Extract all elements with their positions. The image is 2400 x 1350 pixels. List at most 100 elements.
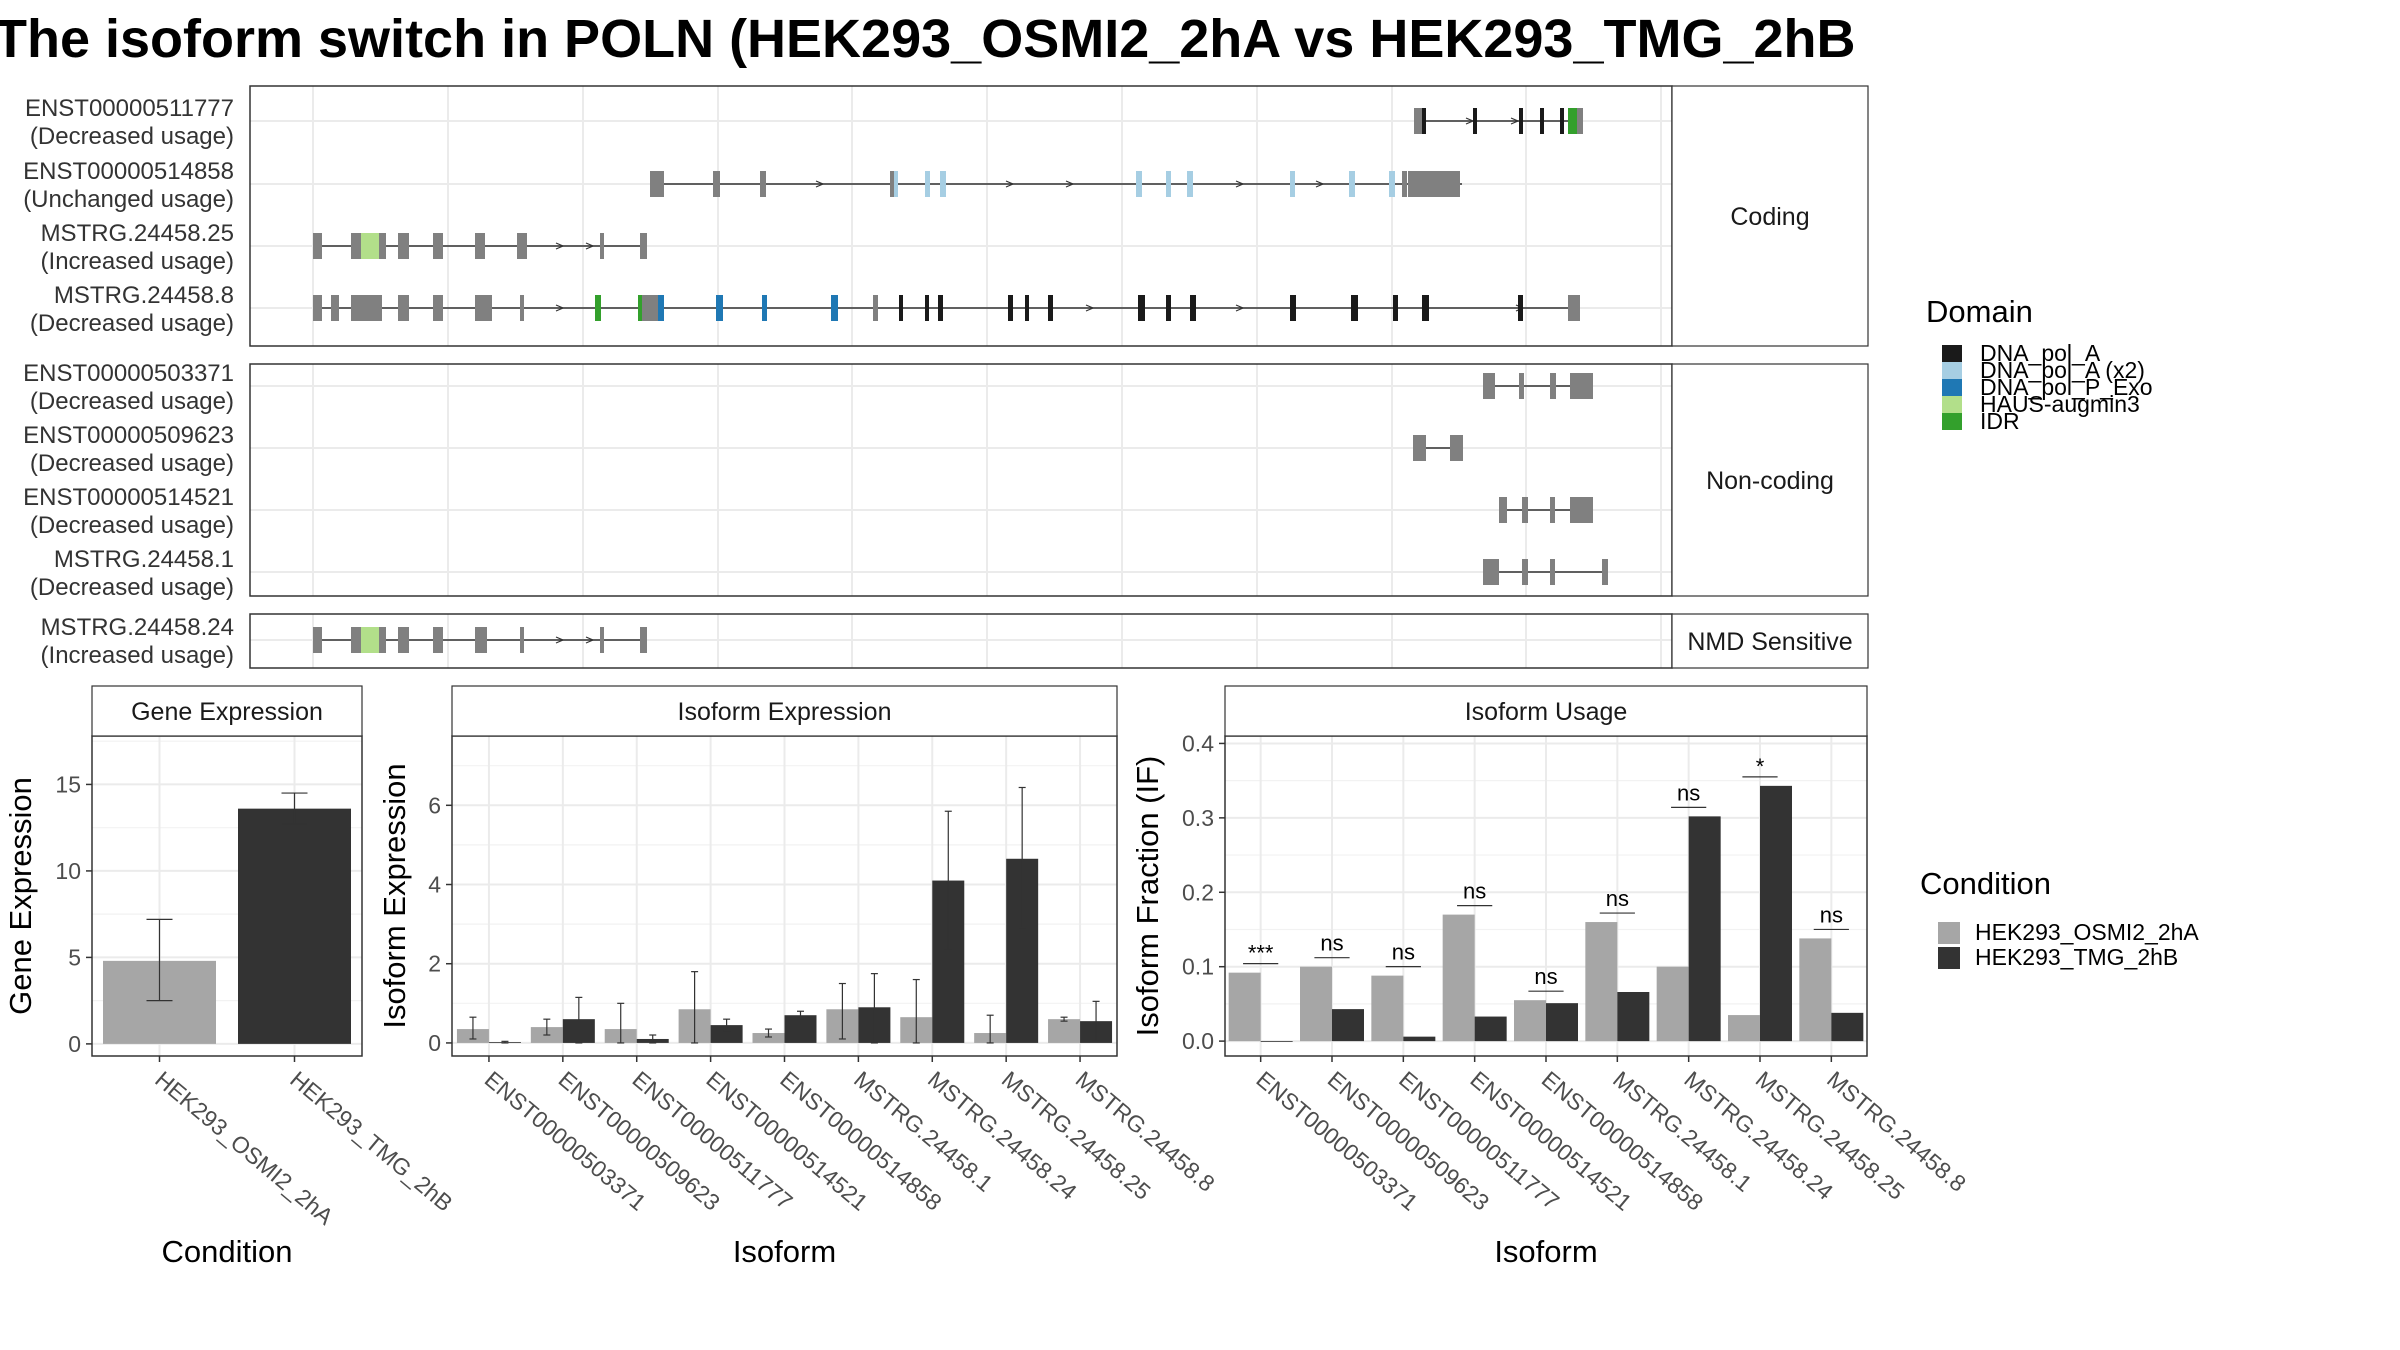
transcript-name: MSTRG.24458.24 xyxy=(41,614,234,641)
exon xyxy=(351,233,361,259)
legend-key-condition xyxy=(1938,947,1960,969)
x-axis-title: Isoform xyxy=(733,1234,836,1269)
transcript-usage-status: (Increased usage) xyxy=(41,248,234,275)
legend-label-domain: HAUS-augmin3 xyxy=(1980,391,2140,417)
transcript-track: MSTRG.24458.1(Decreased usage) xyxy=(30,546,1608,601)
domain-exon-dna-pol-a-x2- xyxy=(1389,171,1395,197)
transcript-track: MSTRG.24458.8(Decreased usage) xyxy=(30,282,1580,337)
exon xyxy=(1570,373,1593,399)
significance-label: ns xyxy=(1463,879,1486,904)
y-tick-label: 0.2 xyxy=(1182,879,1214,905)
y-axis-title: Gene Expression xyxy=(3,777,38,1015)
bar xyxy=(1799,938,1832,1042)
facet-strip xyxy=(1671,363,1869,597)
facet-strip-label: NMD Sensitive xyxy=(1687,628,1852,656)
facet-strip xyxy=(1671,613,1869,669)
exon xyxy=(433,295,443,321)
panel-title: Isoform Expression xyxy=(678,698,892,726)
legend-key-domain xyxy=(1942,413,1962,430)
facet-strip xyxy=(1224,685,1868,737)
domain-exon-haus-augmin3 xyxy=(361,627,379,653)
domain-exon-dna-pol-a xyxy=(899,295,903,321)
domain-exon-idr xyxy=(1568,108,1577,134)
structure-group-nmd-sensitive: NMD Sensitive MSTRG.24458.24(Increased us… xyxy=(41,613,1869,669)
exon xyxy=(1450,435,1463,461)
exon xyxy=(331,295,339,321)
legend-key-domain xyxy=(1942,345,1962,362)
domain-exon-dna-pol-a-x2- xyxy=(1349,171,1355,197)
transcript-usage-status: (Decreased usage) xyxy=(30,388,234,415)
exon xyxy=(1408,171,1460,197)
strand-arrow xyxy=(585,242,595,250)
domain-legend-title: Domain xyxy=(1926,294,2033,329)
legend-key-domain xyxy=(1942,362,1962,379)
exon xyxy=(1522,497,1528,523)
legend-label-condition: HEK293_OSMI2_2hA xyxy=(1975,919,2199,945)
y-tick-label: 0 xyxy=(428,1030,441,1056)
exon xyxy=(1570,497,1593,523)
bar xyxy=(1260,1041,1293,1042)
domain-exon-haus-augmin3 xyxy=(361,233,379,259)
y-axis-title: Isoform Expression xyxy=(377,763,412,1028)
bar xyxy=(1371,975,1404,1042)
significance-label: ns xyxy=(1677,780,1700,805)
domain-exon-dna-pol-a xyxy=(1518,295,1523,321)
exon xyxy=(475,233,485,259)
transcript-usage-status: (Decreased usage) xyxy=(30,574,234,601)
legend-label-condition: HEK293_TMG_2hB xyxy=(1975,944,2178,970)
bar xyxy=(710,1025,743,1043)
exon xyxy=(760,171,766,197)
exon xyxy=(1402,171,1407,197)
bar xyxy=(1760,785,1792,1042)
facet-strip-label: Coding xyxy=(1730,203,1809,231)
strand-arrow xyxy=(555,242,565,250)
legend-label-domain: DNA_pol_A (x2) xyxy=(1980,357,2145,383)
y-axis-title: Isoform Fraction (IF) xyxy=(1130,756,1165,1037)
strand-arrow xyxy=(1005,180,1015,188)
domain-exon-dna-pol-a-x2- xyxy=(1290,171,1295,197)
exon xyxy=(433,233,443,259)
exon xyxy=(1519,373,1524,399)
exon xyxy=(1577,108,1583,134)
bar xyxy=(1332,1009,1364,1042)
exon xyxy=(1483,373,1495,399)
exon xyxy=(433,627,443,653)
transcript-usage-status: (Increased usage) xyxy=(41,642,234,669)
transcript-usage-status: (Unchanged usage) xyxy=(23,186,234,213)
y-tick-label: 0.4 xyxy=(1182,730,1214,756)
strand-arrow xyxy=(585,636,595,644)
transcript-name: ENST00000503371 xyxy=(23,360,234,387)
bar xyxy=(1403,1036,1436,1042)
transcript-track: MSTRG.24458.25(Increased usage) xyxy=(41,220,647,275)
domain-exon-dna-pol-a xyxy=(1540,108,1544,134)
figure-title: The isoform switch in POLN (HEK293_OSMI2… xyxy=(0,9,1856,69)
y-tick-label: 2 xyxy=(428,951,441,977)
significance-label: ns xyxy=(1606,886,1629,911)
y-tick-label: 0 xyxy=(68,1031,81,1057)
bar xyxy=(1617,992,1650,1042)
y-tick-label: 10 xyxy=(55,858,81,884)
exon xyxy=(640,627,647,653)
exon xyxy=(313,627,322,653)
legend-key-condition xyxy=(1938,922,1960,944)
exon xyxy=(713,171,720,197)
transcript-name: MSTRG.24458.8 xyxy=(54,282,234,309)
domain-exon-dna-pol-a-x2- xyxy=(1187,171,1193,197)
isoform-usage-panel: 0.0 0.1 0.2 0.3 0.4 *** ns ns ns ns ns ns * ns Isoform… xyxy=(1130,685,1971,1269)
domain-exon-dna-pol-a-x2- xyxy=(940,171,946,197)
domain-exon-dna-pol-a xyxy=(1473,108,1477,134)
y-tick-label: 5 xyxy=(68,944,81,970)
domain-exon-dna-pol-a xyxy=(1519,108,1523,134)
exon xyxy=(313,295,322,321)
exon xyxy=(517,233,527,259)
domain-exon-dna-pol-a xyxy=(1290,295,1296,321)
transcript-track: ENST00000514858(Unchanged usage) xyxy=(23,158,1462,213)
strand-arrow xyxy=(1235,180,1245,188)
exon xyxy=(1522,559,1528,585)
strand-arrow xyxy=(1510,117,1520,125)
